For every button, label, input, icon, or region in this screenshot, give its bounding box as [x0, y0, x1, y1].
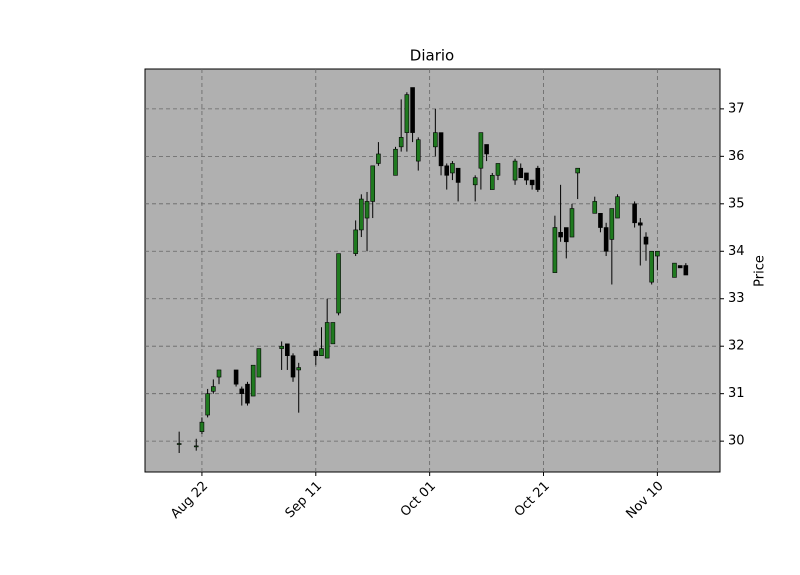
candle-body	[609, 208, 615, 240]
candle-body	[615, 196, 620, 219]
candle-body	[364, 201, 370, 219]
candle-body	[592, 201, 598, 214]
candle-body	[632, 203, 637, 224]
candle-body	[478, 132, 484, 169]
candle-body	[330, 322, 336, 345]
y-tick-label: 32	[728, 339, 745, 354]
candle-body	[353, 229, 358, 254]
candle-body	[438, 132, 444, 167]
candle-body	[649, 250, 654, 283]
grid	[145, 69, 720, 472]
candle-body	[336, 253, 341, 314]
candle-body	[683, 265, 689, 276]
candle-body	[233, 369, 239, 385]
candle-body	[245, 383, 250, 404]
x-tick-label: Nov 10	[624, 479, 667, 522]
candle-body	[433, 132, 438, 148]
x-tick-label: Aug 22	[168, 479, 211, 522]
x-tick-label: Oct 21	[512, 479, 553, 520]
candle-body	[279, 345, 284, 349]
y-tick-label: 33	[728, 291, 745, 306]
candle-body	[529, 179, 535, 186]
candle-body	[489, 175, 495, 190]
candle-body	[324, 322, 330, 359]
candle-body	[672, 262, 677, 278]
candle-body	[393, 148, 398, 176]
candle-body	[296, 367, 302, 371]
candle-body	[313, 350, 319, 357]
x-tick-label: Sep 11	[283, 479, 326, 522]
candle-body	[484, 144, 489, 155]
candle-body	[359, 198, 364, 231]
candle-body	[495, 163, 501, 176]
candle-body	[552, 227, 558, 273]
y-axis-label: Price	[753, 255, 768, 287]
candle-body	[472, 177, 478, 186]
candle-body	[638, 222, 643, 226]
candle-body	[290, 355, 296, 378]
candle-body	[655, 250, 660, 257]
candle-body	[193, 445, 199, 448]
candle-body	[205, 393, 210, 416]
candles	[176, 87, 689, 454]
candle-body	[563, 227, 569, 243]
chart-title: Diario	[410, 47, 454, 65]
plot-area	[144, 68, 721, 473]
candle-body	[239, 388, 245, 394]
candle-body	[569, 208, 575, 238]
candle-body	[398, 137, 404, 148]
candle-body	[199, 421, 205, 432]
candle-body	[256, 348, 262, 378]
y-tick-label: 37	[728, 101, 745, 116]
candle-body	[410, 87, 415, 133]
candle-body	[250, 364, 256, 397]
y-tick-label: 30	[728, 434, 745, 449]
candle-body	[518, 167, 524, 179]
candle-body	[575, 167, 580, 174]
y-tick-label: 36	[728, 149, 745, 164]
candle-body	[176, 443, 182, 445]
x-tick-label: Oct 01	[398, 479, 439, 520]
candle-body	[211, 386, 216, 392]
candle-body	[558, 231, 563, 238]
candle-body	[677, 265, 683, 269]
candle-body	[444, 165, 450, 176]
candle-body	[285, 343, 290, 357]
y-tick-label: 35	[728, 196, 745, 211]
candle-body	[415, 139, 421, 162]
candle-body	[370, 165, 376, 202]
candle-body	[376, 153, 381, 164]
y-tick-label: 31	[728, 386, 745, 401]
candle-body	[524, 172, 529, 181]
candle-body	[319, 348, 324, 357]
candle-body	[643, 236, 649, 245]
candle-body	[404, 94, 410, 133]
y-tick-label: 34	[728, 244, 745, 259]
candle-body	[535, 167, 541, 190]
candle-body	[450, 163, 455, 174]
candle-body	[455, 167, 461, 183]
candle-body	[512, 160, 518, 181]
candle-body	[603, 227, 609, 252]
candle-body	[598, 213, 603, 228]
candle-body	[216, 369, 222, 378]
